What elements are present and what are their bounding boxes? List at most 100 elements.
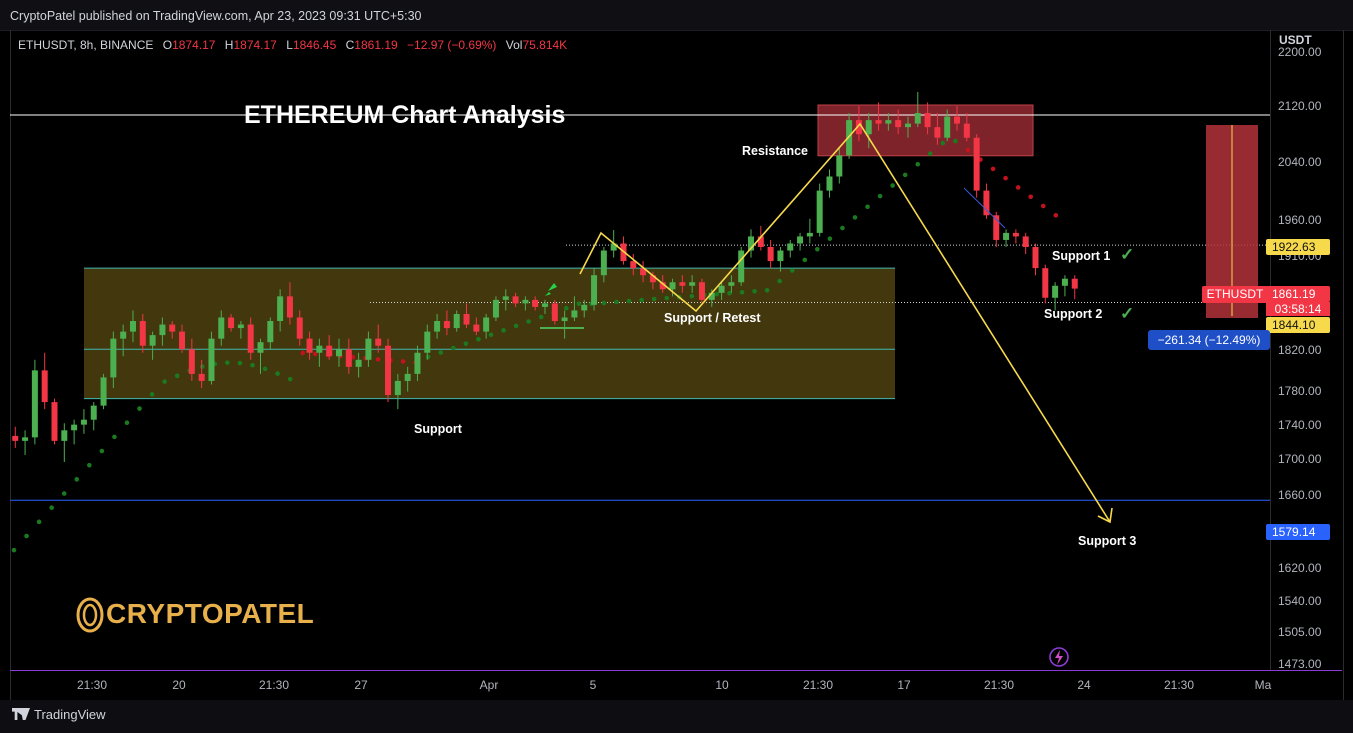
candle-body (816, 190, 823, 233)
candle-body (71, 424, 78, 431)
candle-body (375, 338, 382, 346)
candle-body (443, 321, 450, 329)
indicator-dot (727, 290, 732, 296)
indicator-dot (852, 215, 858, 220)
indicator-dot (940, 140, 946, 146)
indicator-dot (275, 371, 280, 376)
indicator-dot (124, 420, 130, 426)
indicator-dot (400, 359, 406, 364)
candle-body (855, 120, 862, 135)
check-icon: ✓ (1120, 304, 1135, 323)
candle-body (286, 296, 293, 318)
candle-body (630, 261, 637, 269)
chart-frame (10, 30, 1344, 700)
candle-body (1061, 278, 1068, 286)
candle-body (41, 370, 48, 403)
candle-body (669, 282, 676, 290)
price-tick-label: 1700.00 (1278, 452, 1322, 466)
time-tick-label: Apr (479, 678, 499, 692)
legend-high: 1874.17 (233, 38, 277, 52)
indicator-dot (463, 341, 469, 346)
last-price-badge: 1861.19 (1266, 286, 1330, 302)
indicator-dot (11, 547, 17, 553)
candle-body (129, 321, 136, 332)
indicator-dot (614, 299, 619, 305)
indicator-dot (1040, 203, 1046, 209)
candle-body (267, 321, 274, 343)
candle-body (885, 120, 892, 124)
price-tick-label: 1660.00 (1278, 488, 1322, 502)
tradingview-logo-icon (12, 708, 30, 720)
indicator-dot (476, 336, 481, 342)
candle-body (581, 304, 588, 311)
indicator-dot (87, 462, 92, 468)
time-tick-label: 21:30 (1163, 678, 1195, 692)
candle-body (983, 190, 990, 216)
candle-body (149, 335, 156, 346)
price-axis-divider (1270, 30, 1271, 670)
time-tick-label: 17 (897, 678, 911, 692)
candle-body (826, 176, 833, 191)
legend-volume: 75.814K (522, 38, 568, 52)
legend-open-label: O (162, 38, 173, 52)
candle-body (542, 303, 548, 307)
rocket-icon (545, 283, 557, 296)
indicator-dot (865, 204, 870, 210)
candle-body (532, 299, 539, 307)
indicator-dot (451, 345, 456, 351)
candle-body (600, 250, 607, 276)
indicator-dot (61, 491, 67, 496)
legend-high-label: H (224, 38, 234, 52)
candle-body (80, 419, 87, 425)
candle-body (924, 113, 931, 128)
indicator-dot (626, 298, 632, 304)
tradingview-brand[interactable]: TradingView (12, 707, 106, 722)
indicator-dot (915, 162, 921, 167)
candle-body (394, 380, 401, 396)
candle-body (757, 236, 764, 247)
candle-body (836, 155, 843, 177)
price-tick-label: 2120.00 (1278, 99, 1322, 113)
candle-body (208, 338, 215, 381)
legend-open: 1874.17 (172, 38, 216, 52)
support-zone-label: Support (414, 422, 462, 436)
indicator-dot (526, 319, 531, 324)
candle-body (434, 321, 441, 332)
indicator-dot (639, 297, 644, 303)
candle-body (385, 345, 392, 396)
indicator-dot (375, 357, 381, 362)
candle-body (296, 317, 303, 339)
indicator-dot (927, 151, 933, 156)
indicator-dot (538, 314, 544, 320)
candle-body (806, 232, 813, 237)
candle-body (659, 282, 666, 290)
support-3-label: Support 3 (1078, 534, 1137, 548)
downtrend-line (963, 187, 1006, 229)
candle-body (777, 250, 784, 262)
price-tick-label: 1740.00 (1278, 418, 1322, 432)
indicator-dot (1053, 213, 1059, 218)
candle-body (110, 338, 117, 378)
time-tick-label: 21:30 (983, 678, 1015, 692)
time-tick-label: 10 (715, 678, 729, 692)
indicator-dot (149, 392, 155, 397)
indicator-dot (112, 434, 117, 440)
time-tick-label: Ma (1254, 678, 1272, 692)
candle-body (748, 236, 755, 251)
candle-body (424, 331, 431, 353)
currency-label[interactable]: USDT (1279, 33, 1312, 47)
tradingview-label: TradingView (34, 707, 106, 722)
indicator-dot (1028, 194, 1034, 200)
indicator-dot (877, 193, 883, 199)
price-tick-label: 1960.00 (1278, 213, 1322, 227)
indicator-dot (24, 533, 29, 539)
candle-body (963, 123, 970, 138)
legend-vol-label: Vol (505, 38, 523, 52)
candle-body (1012, 232, 1019, 237)
projection-arrowhead (1097, 507, 1113, 524)
candle-body (473, 324, 480, 332)
resistance-label: Resistance (742, 144, 809, 158)
time-tick-label: 5 (589, 678, 597, 692)
candle-body (414, 352, 421, 374)
